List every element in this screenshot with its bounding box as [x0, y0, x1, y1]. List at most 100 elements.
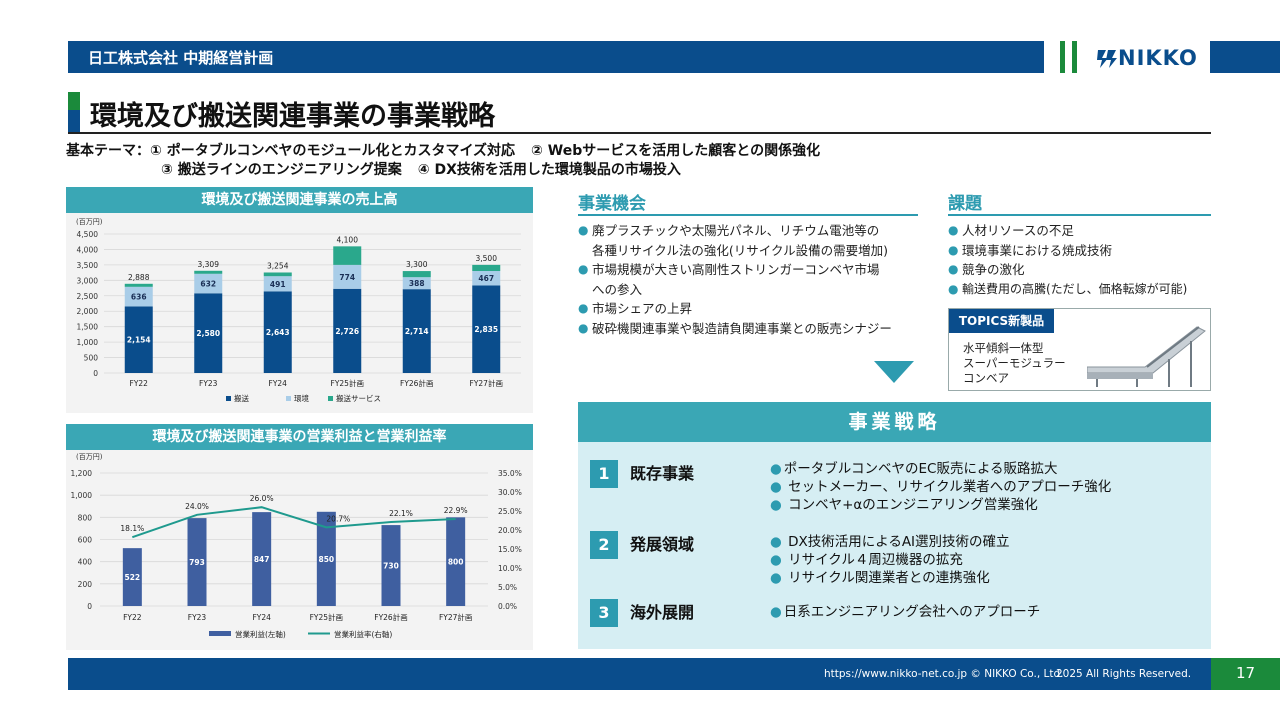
y-axis-unit: (百万円) — [76, 218, 103, 226]
line-label: 18.1% — [120, 524, 144, 533]
y2-tick-label: 25.0% — [498, 507, 522, 516]
footer-rights: 2025 All Rights Reserved. — [1056, 668, 1192, 680]
profit-chart-panel: 環境及び搬送関連事業の営業利益と営業利益率 (百万円) 0 200 400 600 800… — [66, 424, 533, 650]
opportunity-rule — [578, 214, 918, 216]
data-label: 2,726 — [335, 327, 359, 336]
nikko-logo: NIKKO — [1096, 44, 1206, 72]
bar-2 — [472, 264, 501, 272]
issues-rule — [948, 214, 1211, 216]
margin-line — [132, 506, 456, 539]
line-label: 22.1% — [389, 509, 413, 518]
company-title: 日工株式会社 中期経営計画 — [88, 49, 274, 67]
x-tick-label: FY26計画 — [374, 612, 407, 622]
strategy-name: 海外展開 — [630, 603, 695, 622]
logo-stripes — [1060, 41, 1080, 73]
total-label: 3,309 — [198, 260, 220, 269]
strategy-item: ● ポータブルコンベヤのEC販売による販路拡大 — [770, 461, 1058, 477]
y-tick-label: 2,500 — [77, 292, 99, 301]
bar-1 — [402, 277, 431, 290]
total-label: 3,254 — [267, 261, 289, 270]
x-tick-label: FY22 — [123, 613, 142, 622]
legend-swatch — [286, 396, 291, 401]
strategy-item: ● 日系エンジニアリング会社へのアプローチ — [770, 604, 1041, 620]
data-label: 730 — [383, 562, 399, 571]
theme-item: ④ DX技術を活用した環境製品の市場投入 — [417, 162, 681, 178]
bar — [446, 517, 466, 606]
page-title: 環境及び搬送関連事業の事業戦略 — [90, 101, 495, 132]
legend-swatch — [209, 631, 231, 636]
bar — [187, 518, 207, 606]
data-label: 2,835 — [474, 325, 498, 334]
strategy-item: ● DX技術活用によるAI選別技術の確立 — [770, 534, 1010, 550]
total-label: 2,888 — [128, 273, 150, 282]
y2-tick-label: 30.0% — [498, 488, 522, 497]
strategy-number: 2 — [590, 531, 618, 559]
theme-item: ③ 搬送ラインのエンジニアリング提案 — [161, 162, 402, 178]
list-item: ● 廃プラスチックや太陽光パネル、リチウム電池等の 各種リサイクル法の強化(リサイ… — [578, 223, 889, 258]
strategy-name: 発展領域 — [630, 535, 695, 554]
data-label: 800 — [448, 558, 464, 567]
opportunity-title: 事業機会 — [578, 194, 646, 214]
x-tick-label: FY25計画 — [331, 378, 364, 388]
y2-tick-label: 20.0% — [498, 526, 522, 535]
issues-list: ● 人材リソースの不足 ● 環境事業における焼成技術 ● 競争の激化 ● 輸送費用の高騰… — [948, 221, 1213, 299]
bar — [122, 548, 142, 606]
header-bar-right — [1210, 41, 1280, 73]
data-label: 2,643 — [266, 328, 290, 337]
list-item: ● 輸送費用の高騰(ただし、価格転嫁が可能) — [948, 281, 1188, 296]
data-label: 491 — [270, 280, 286, 289]
bar-1 — [333, 264, 362, 289]
bar — [381, 525, 401, 606]
bar-0 — [124, 306, 153, 373]
basic-theme: 基本テーマ：① ポータブルコンベヤのモジュール化とカスタマイズ対応 ② Webサー… — [66, 142, 836, 180]
strategy-title: 事業戦略 — [578, 402, 1211, 442]
theme-item: ② Webサービスを活用した顧客との関係強化 — [531, 143, 821, 159]
header-bar: 日工株式会社 中期経営計画 — [68, 41, 1044, 73]
x-tick-label: FY25計画 — [310, 612, 343, 622]
y2-tick-label: 15.0% — [498, 545, 522, 554]
page-number: 17 — [1236, 664, 1256, 682]
footer-url: https://www.nikko-net.co.jp © NIKKO Co.,… — [824, 668, 1064, 680]
legend-label: 営業利益率(右軸) — [334, 629, 392, 639]
y2-tick-label: 10.0% — [498, 564, 522, 573]
y-tick-label: 800 — [78, 513, 93, 522]
total-label: 4,100 — [337, 235, 359, 244]
x-tick-label: FY22 — [130, 379, 149, 388]
data-label: 636 — [131, 293, 147, 302]
y-tick-label: 2,000 — [77, 307, 99, 316]
y-tick-label: 1,200 — [71, 469, 93, 478]
y-tick-label: 400 — [78, 558, 93, 567]
issues-title: 課題 — [948, 194, 982, 214]
x-tick-label: FY27計画 — [470, 378, 503, 388]
line-label: 26.0% — [250, 494, 274, 503]
y-tick-label: 4,000 — [77, 245, 99, 254]
legend-swatch — [226, 396, 231, 401]
data-label: 2,714 — [405, 327, 429, 336]
topics-tag: TOPICS新製品 — [949, 309, 1054, 333]
x-tick-label: FY24 — [269, 379, 288, 388]
list-item: ● 破砕機関連事業や製造請負関連事業との販売シナジー — [578, 320, 892, 336]
bar-1 — [263, 276, 292, 292]
x-tick-label: FY26計画 — [400, 378, 433, 388]
x-tick-label: FY27計画 — [439, 612, 472, 622]
arrow-down-icon — [874, 361, 914, 383]
x-tick-label: FY23 — [199, 379, 218, 388]
x-tick-label: FY23 — [188, 613, 207, 622]
line-label: 22.9% — [444, 506, 468, 515]
y-axis-unit: (百万円) — [76, 453, 103, 461]
total-label: 3,500 — [476, 254, 498, 263]
title-accent — [68, 92, 80, 132]
sales-chart-title: 環境及び搬送関連事業の売上高 — [66, 187, 533, 213]
opportunity-list: ● 廃プラスチックや太陽光パネル、リチウム電池等の 各種リサイクル法の強化(リサイ… — [578, 221, 923, 338]
data-label: 793 — [189, 558, 205, 567]
data-label: 2,154 — [127, 336, 151, 345]
title-rule — [68, 132, 1211, 134]
legend-label: 営業利益(左軸) — [235, 629, 286, 639]
total-label: 3,300 — [406, 260, 428, 269]
y-tick-label: 0 — [93, 369, 98, 378]
nikko-mark-icon — [1097, 50, 1117, 68]
bar-0 — [402, 289, 431, 373]
footer-accent — [1211, 658, 1280, 690]
list-item: ● 競争の激化 — [948, 262, 1025, 277]
profit-chart-title: 環境及び搬送関連事業の営業利益と営業利益率 — [66, 424, 533, 450]
